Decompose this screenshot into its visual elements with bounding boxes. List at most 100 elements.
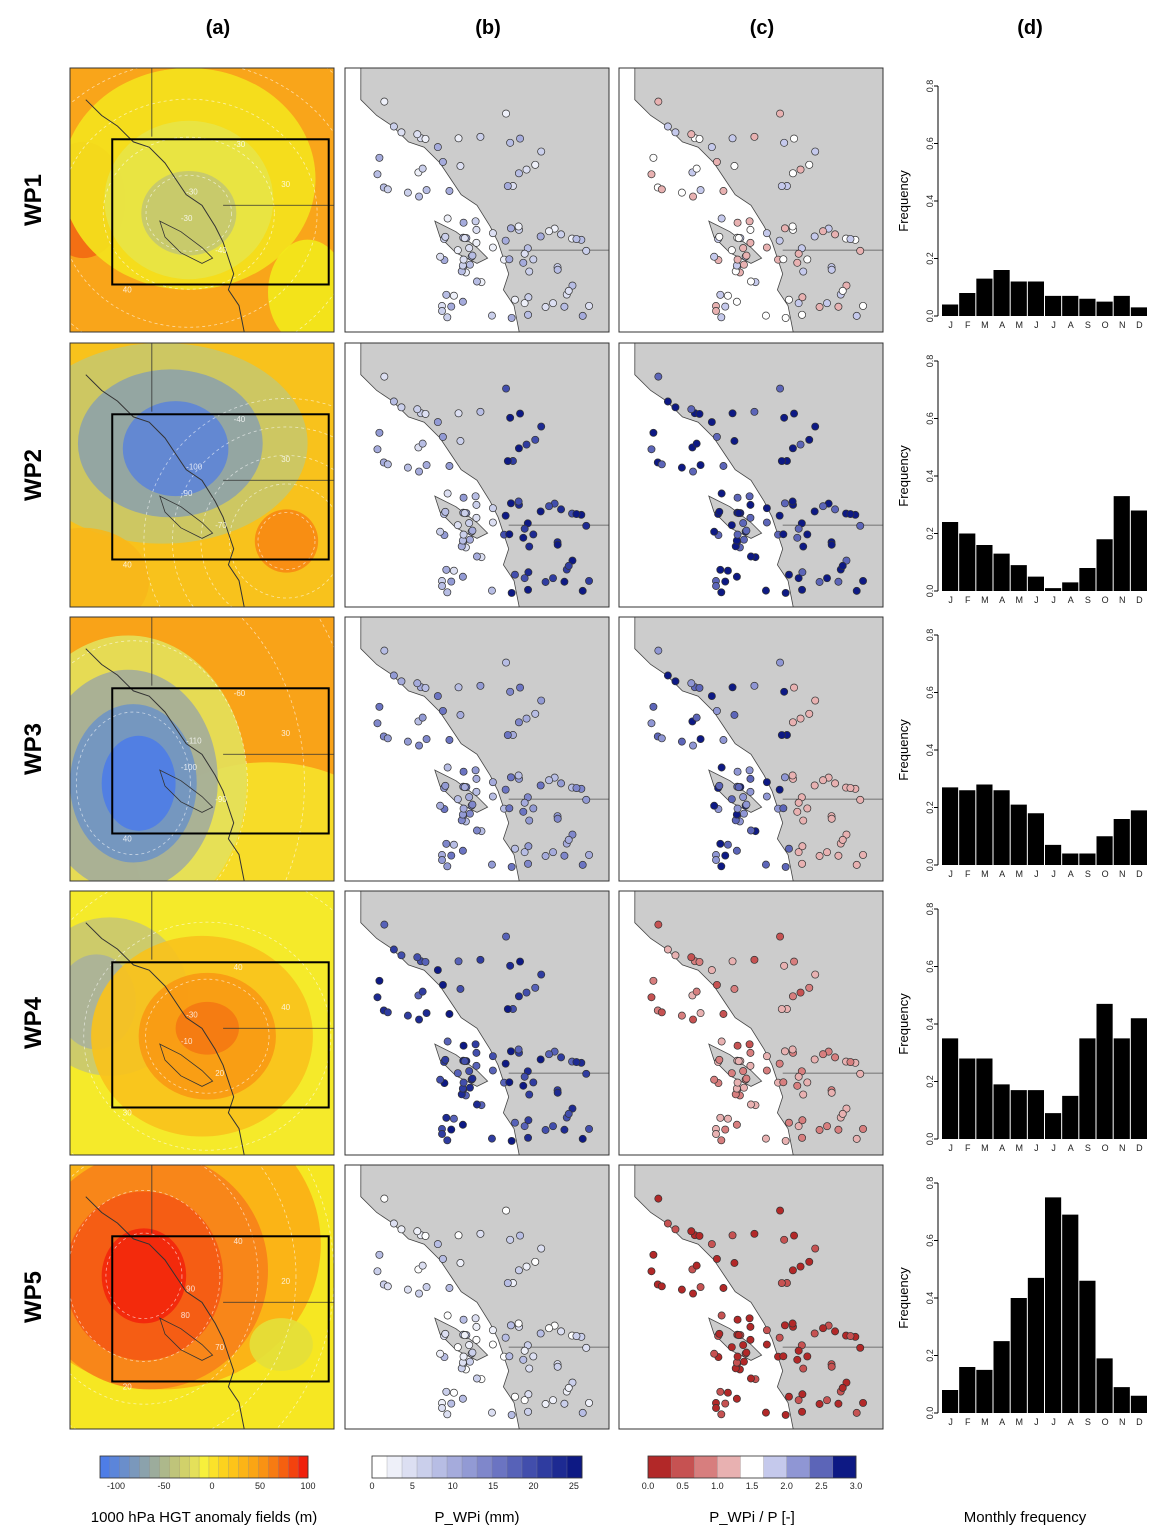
colorbar-tick-label: 0.0 [642,1481,655,1491]
station-marker [793,258,802,267]
station-marker [762,243,771,252]
station-marker [460,783,469,792]
colorbar-swatch [476,1455,493,1479]
station-marker [541,1126,550,1134]
station-marker [488,1326,497,1335]
hgt-anomaly-panel: -30 -10 20 40 40 30 [70,891,334,1155]
station-marker [742,1074,751,1083]
station-marker [453,246,462,255]
hgt-anomaly-panel: -110 -100 -90 -60 30 40 [70,617,334,881]
station-marker [531,709,540,718]
bar [1027,1277,1044,1413]
station-marker [856,521,865,530]
station-marker [433,692,442,701]
station-marker [732,572,741,581]
station-marker [456,1259,465,1267]
station-marker [519,1355,528,1364]
panel-frame [344,1164,610,1430]
station-marker [775,785,784,794]
colorbar-swatch [740,1455,765,1479]
station-marker [689,1289,697,1298]
station-marker [502,932,511,941]
station-marker [793,807,802,816]
station-marker [442,839,451,848]
station-marker [568,1378,577,1387]
column-header: (d) [1017,17,1043,39]
station-marker [472,238,481,247]
station-marker [838,835,847,844]
bar [976,784,993,865]
station-marker [557,1053,566,1062]
station-marker [447,851,456,860]
station-marker [389,671,398,680]
station-marker [529,1078,538,1087]
station-marker [511,844,519,853]
station-marker [733,1315,742,1324]
station-marker [415,1289,423,1298]
station-marker [746,225,755,234]
station-marker [433,143,442,152]
station-marker [710,801,719,810]
row-label: WP3 [20,723,47,775]
station-marker [397,951,406,960]
station-marker [762,1052,771,1061]
station-marker [846,510,855,518]
station-marker [443,1311,452,1320]
station-marker [525,542,534,551]
bar [1096,1003,1113,1139]
station-marker [856,1069,865,1078]
station-marker [799,1090,808,1099]
field-blob [101,735,176,831]
station-marker [422,461,431,470]
station-marker [831,1327,840,1336]
station-marker [545,776,553,785]
station-marker [762,1066,771,1075]
hgt-anomaly-panel: 90 80 70 40 20 20 [70,1165,334,1429]
y-tick-label: 0.6 [925,1234,935,1247]
y-axis-label: Frequency [896,445,911,507]
station-marker [449,1114,458,1123]
coastline [85,922,245,1155]
station-marker [545,502,553,511]
station-marker [794,574,803,583]
bar [993,1341,1010,1413]
station-marker [712,157,721,166]
bar [1010,804,1027,865]
bar [959,293,976,316]
field-blob [254,509,319,573]
station-marker [503,457,512,465]
panel-frame [69,1164,335,1430]
station-marker [572,510,581,518]
ratio-map-panel [619,343,883,607]
station-marker [585,1124,593,1133]
station-marker [647,993,656,1002]
colorbar-swatch [99,1455,111,1479]
station-marker [472,774,481,783]
domain-box [111,961,330,1109]
domain-box [111,413,330,561]
bar [1096,539,1113,591]
station-marker [447,302,456,311]
station-marker [529,1352,538,1361]
station-marker [689,741,697,750]
station-marker [710,1349,719,1358]
island [159,495,214,539]
station-marker [501,1059,510,1068]
bar [1045,1113,1062,1139]
station-marker [715,507,724,516]
station-marker [449,566,458,575]
station-marker [712,706,721,715]
station-marker [717,1136,726,1145]
station-marker [471,492,480,501]
station-marker [780,138,789,147]
x-tick-label: M [1016,320,1024,330]
station-marker [811,147,820,156]
station-marker [717,1311,726,1320]
station-marker [516,134,525,143]
station-marker [733,218,742,227]
station-marker [695,1231,704,1240]
station-marker [781,588,790,597]
station-marker [734,1057,743,1066]
station-marker [397,403,406,412]
station-marker [397,677,406,686]
